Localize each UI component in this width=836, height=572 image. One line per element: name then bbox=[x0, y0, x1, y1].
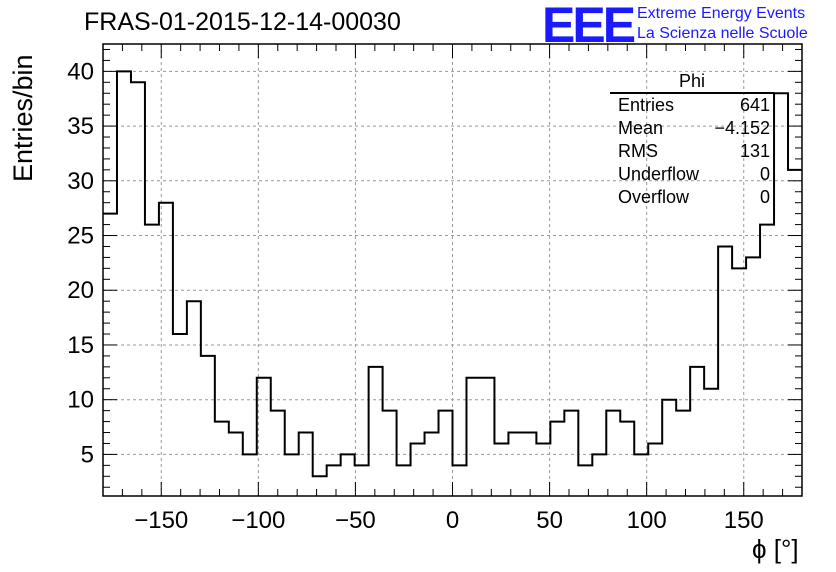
stats-label: Overflow bbox=[618, 187, 690, 207]
stats-title: Phi bbox=[610, 72, 774, 94]
x-tick-label: 0 bbox=[446, 507, 459, 534]
y-tick-label: 25 bbox=[67, 223, 94, 250]
stats-label: Mean bbox=[618, 118, 664, 138]
stats-row-mean: Mean −4.152 bbox=[610, 117, 774, 140]
x-tick-label: −150 bbox=[134, 507, 188, 534]
stats-label: Entries bbox=[618, 95, 675, 115]
stats-value: 131 bbox=[739, 141, 770, 161]
stats-box: Phi Entries 641 Mean −4.152 RMS 131 Unde… bbox=[610, 72, 774, 209]
y-tick-label: 10 bbox=[67, 387, 94, 414]
logo-line-2: La Scienza nelle Scuole bbox=[637, 25, 808, 42]
y-tick-label: 20 bbox=[67, 277, 94, 304]
stats-row-overflow: Overflow 0 bbox=[610, 186, 774, 209]
x-tick-label: 100 bbox=[627, 507, 667, 534]
chart-title: FRAS-01-2015-12-14-00030 bbox=[84, 8, 401, 36]
stats-value: 641 bbox=[739, 95, 770, 115]
plot-frame bbox=[102, 43, 803, 497]
y-tick-label: 5 bbox=[81, 441, 94, 468]
stats-label: Underflow bbox=[618, 164, 700, 184]
x-tick-label: 50 bbox=[536, 507, 563, 534]
x-tick-label: −100 bbox=[231, 507, 285, 534]
y-tick-label: 35 bbox=[67, 113, 94, 140]
y-tick-label: 40 bbox=[67, 58, 94, 85]
stats-row-entries: Entries 641 bbox=[610, 94, 774, 117]
x-axis-label: ϕ [°] bbox=[752, 534, 799, 564]
stats-value: −4.152 bbox=[714, 118, 770, 138]
stats-value: 0 bbox=[759, 187, 770, 207]
y-tick-label: 30 bbox=[67, 168, 94, 195]
histogram-series-line bbox=[103, 70, 802, 478]
stats-label: RMS bbox=[618, 141, 658, 161]
x-tick-label: −50 bbox=[335, 507, 376, 534]
stats-row-rms: RMS 131 bbox=[610, 140, 774, 163]
logo-line-1: Extreme Energy Events bbox=[637, 5, 806, 22]
logo-subtitle: Extreme Energy Events La Scienza nelle S… bbox=[637, 4, 808, 44]
y-tick-label: 15 bbox=[67, 332, 94, 359]
x-tick-label: 150 bbox=[724, 507, 764, 534]
stats-row-underflow: Underflow 0 bbox=[610, 163, 774, 186]
stats-value: 0 bbox=[759, 164, 770, 184]
